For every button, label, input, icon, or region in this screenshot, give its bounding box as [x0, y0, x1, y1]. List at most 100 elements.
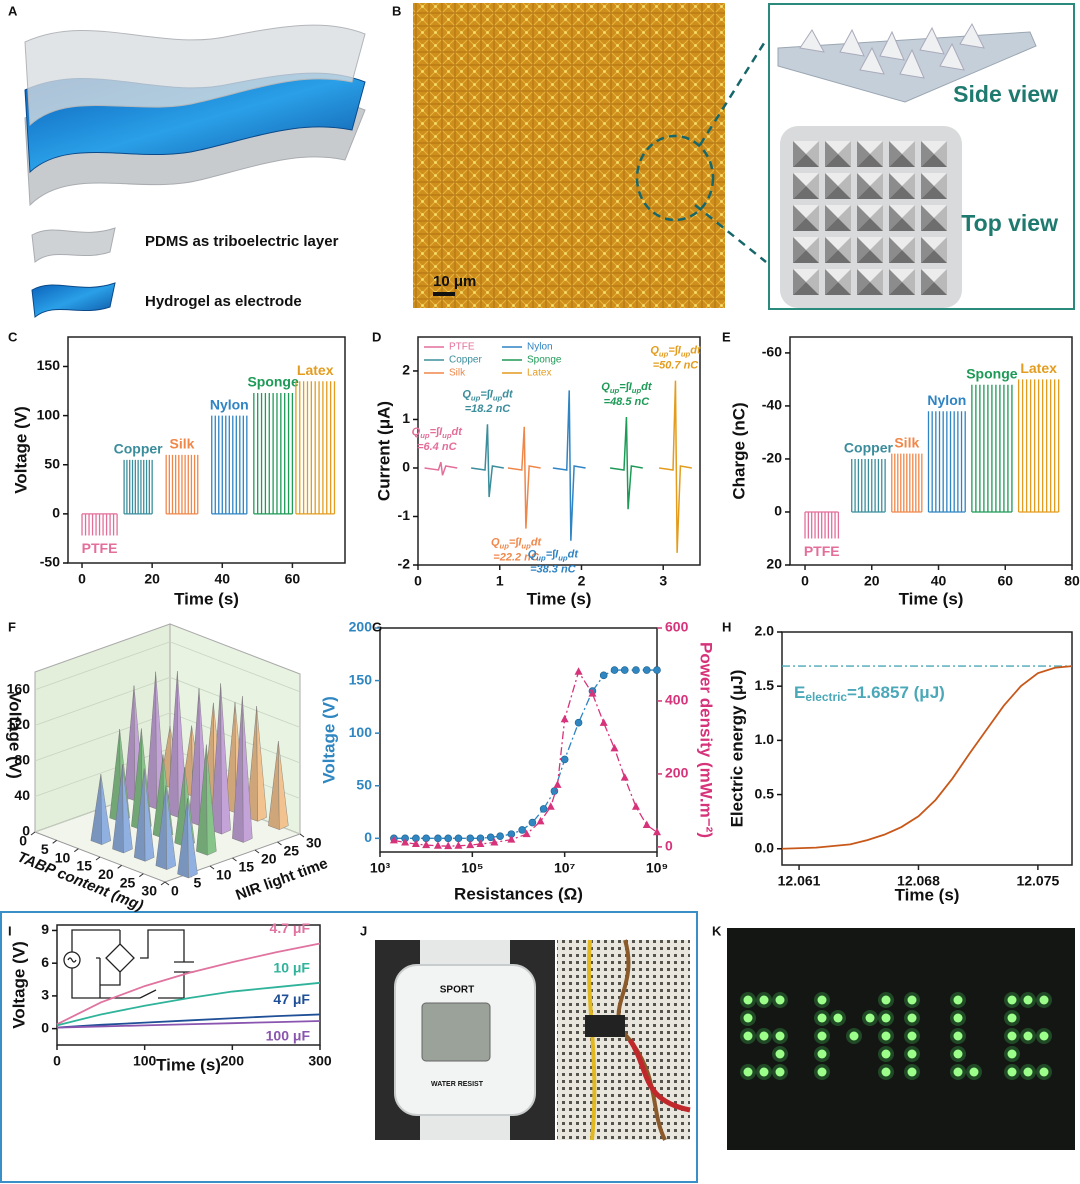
- annotation: Qup=∫Iupdt: [462, 388, 514, 402]
- current-spike: [659, 380, 692, 553]
- marker: [642, 666, 651, 674]
- marker: [389, 835, 398, 844]
- marker: [401, 838, 410, 846]
- text-part: Q: [491, 537, 500, 549]
- annotation: Qup=∫Iupdt: [528, 549, 580, 563]
- marker: [422, 840, 431, 849]
- panel-letter: J: [360, 923, 367, 938]
- y-tick-label: 1.5: [755, 677, 775, 693]
- led: [907, 995, 917, 1005]
- y-tick-label: 0: [52, 505, 60, 521]
- x-tick-label: 5: [41, 841, 49, 857]
- pyramid-face: [100, 773, 112, 845]
- led: [743, 1013, 753, 1023]
- annotation: Qup=∫Iupdt: [650, 345, 702, 359]
- y-axis-label: Charge (nC): [729, 402, 748, 499]
- y-tick-label: 0.0: [755, 839, 775, 855]
- y-tick-label: -2: [398, 556, 411, 572]
- marker: [620, 666, 629, 674]
- plot-frame: [67, 336, 346, 564]
- subscript: up: [659, 350, 669, 359]
- led: [881, 995, 891, 1005]
- x-axis-label: Time (s): [174, 589, 239, 608]
- series-label: Silk: [894, 434, 919, 450]
- marker: [454, 834, 463, 843]
- annotation: =48.5 nC: [604, 396, 651, 408]
- y-tick-label: 150: [349, 671, 373, 687]
- z-tick: [254, 849, 260, 854]
- y-tick-label: 20: [766, 556, 782, 572]
- pyramid-shade: [90, 774, 102, 845]
- panel-border: [0, 911, 698, 1183]
- pyramid-shade: [174, 767, 186, 847]
- y-tick-label: 150: [37, 357, 61, 373]
- subscript: up: [521, 542, 531, 551]
- led: [817, 1067, 827, 1077]
- led: [1007, 1049, 1017, 1059]
- pyramid-face: [206, 744, 217, 856]
- marker: [599, 718, 608, 726]
- led: [743, 995, 753, 1005]
- marker: [490, 838, 499, 846]
- marker: [546, 802, 555, 810]
- marker: [486, 833, 495, 842]
- y-tick-label: 0: [364, 829, 372, 845]
- x-tick-label: 0: [78, 571, 86, 587]
- legend-text: PDMS as triboelectric layer: [145, 233, 339, 250]
- led: [1007, 1067, 1017, 1077]
- marker: [433, 841, 442, 849]
- circuit: [63, 929, 194, 999]
- led: [817, 1049, 827, 1059]
- y-tick-label: 200: [349, 619, 373, 635]
- series-label: PTFE: [804, 543, 840, 559]
- x-tick: [95, 856, 101, 861]
- pyramid-shade: [167, 671, 179, 818]
- led: [1039, 995, 1049, 1005]
- subscript: up: [610, 386, 620, 395]
- side-view-pyramids: [799, 22, 985, 79]
- panel-a: A PDMS as triboelectric layer Hydrogel a…: [8, 3, 366, 318]
- pulse-train: [81, 513, 118, 536]
- x-tick-label: 10⁵: [461, 860, 483, 876]
- marker: [653, 666, 661, 674]
- led: [775, 995, 785, 1005]
- z-tick-label: 20: [261, 851, 277, 867]
- pyramid-shade: [131, 728, 143, 831]
- y-tick-label: -60: [762, 344, 782, 360]
- series-line: [56, 1020, 321, 1029]
- series-label: Latex: [297, 362, 334, 378]
- led: [817, 1031, 827, 1041]
- capacitor: [174, 961, 194, 973]
- x-tick-label: 60: [997, 573, 1013, 589]
- x-tick-label: 10⁹: [646, 860, 668, 876]
- legend-label: Nylon: [527, 342, 553, 353]
- z-tick: [232, 857, 237, 862]
- y-tick-label: 3: [41, 987, 49, 1003]
- text-part: I: [439, 426, 443, 438]
- z-tick-label: 15: [239, 859, 255, 875]
- marker: [631, 802, 640, 810]
- subscript: up: [632, 386, 642, 395]
- pulse-train: [123, 459, 153, 515]
- series-label: 10 μF: [273, 960, 310, 976]
- pyramid-shade: [268, 741, 280, 830]
- series-line: [56, 942, 321, 1026]
- annotation: Eelectric=1.6857 (μJ): [794, 684, 945, 705]
- pyramid-face: [278, 741, 289, 830]
- text-part: dt: [690, 345, 702, 357]
- y-tick-label: 0: [774, 503, 782, 519]
- x-tick-label: 0: [801, 573, 809, 589]
- y-tick-label: -20: [762, 450, 782, 466]
- x-tick-label: 1: [496, 573, 504, 589]
- text-part: dt: [641, 381, 653, 393]
- y-tick-label: 160: [7, 680, 31, 696]
- text-part: =∫: [509, 537, 519, 549]
- y-axis-label: Current (μA): [374, 401, 393, 501]
- z-tick: [277, 841, 282, 846]
- marker: [466, 840, 475, 849]
- marker: [518, 826, 526, 834]
- y-tick-label: 50: [356, 776, 372, 792]
- x-tick-label: 12.068: [897, 873, 940, 889]
- marker: [550, 787, 559, 795]
